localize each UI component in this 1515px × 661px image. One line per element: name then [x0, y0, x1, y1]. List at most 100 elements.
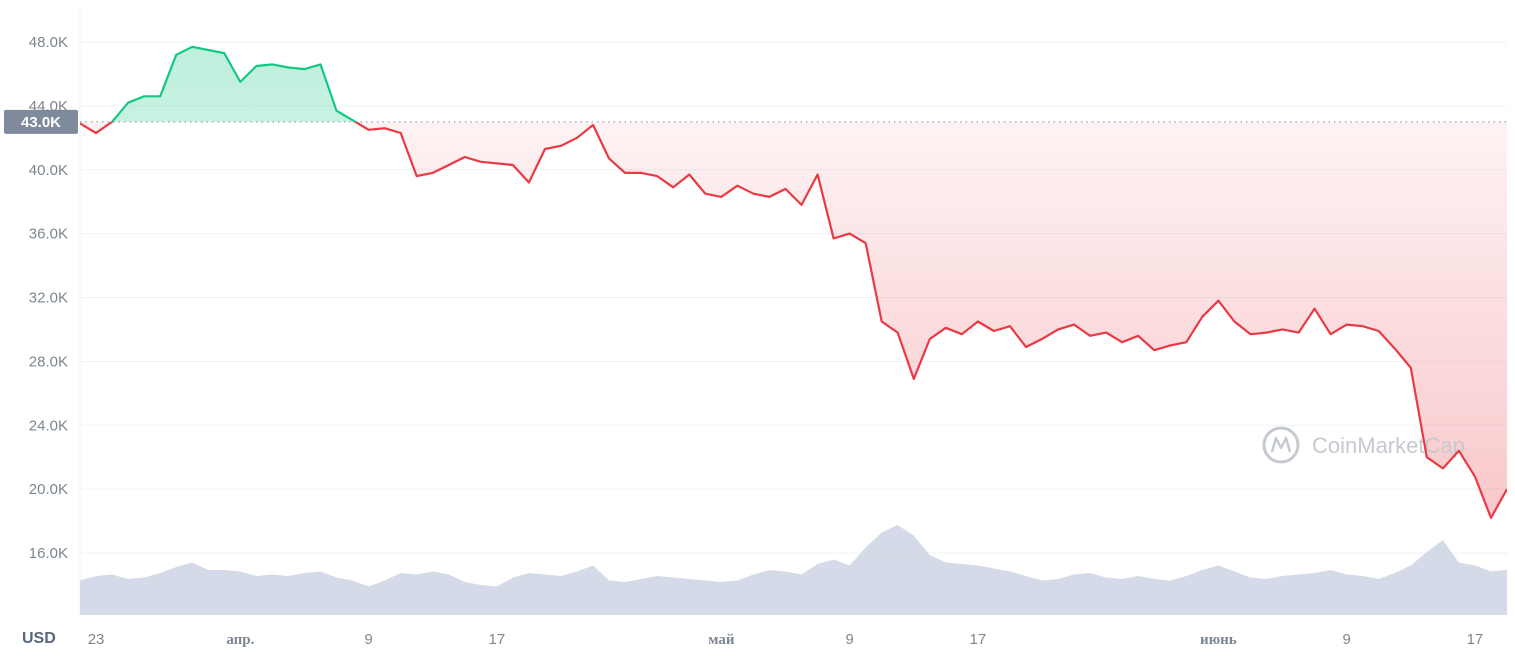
price-point[interactable] — [1392, 346, 1398, 352]
x-tick-label: 17 — [489, 631, 506, 648]
price-point[interactable] — [1231, 318, 1237, 324]
price-point[interactable] — [895, 330, 901, 336]
reference-badge — [4, 109, 78, 134]
coinmarketcap-logo-icon — [1262, 426, 1300, 464]
y-axis: 48.0K 44.0K 40.0K 36.0K 32.0K 28.0K 24.0K 20.0K… — [29, 34, 68, 562]
price-point[interactable] — [253, 63, 259, 69]
price-point[interactable] — [173, 52, 179, 58]
watermark-text: CoinMarketCap — [1312, 433, 1465, 458]
price-point[interactable] — [590, 122, 596, 128]
price-point[interactable] — [1424, 454, 1430, 460]
price-point[interactable] — [334, 108, 340, 114]
price-line-up[interactable] — [80, 45, 1507, 518]
line-layer[interactable] — [77, 44, 1510, 521]
price-point[interactable] — [927, 336, 933, 342]
price-point[interactable] — [526, 180, 532, 186]
price-point[interactable] — [799, 202, 805, 208]
price-point[interactable] — [558, 143, 564, 149]
price-point[interactable] — [1504, 486, 1510, 492]
price-point[interactable] — [1071, 322, 1077, 328]
price-point[interactable] — [1087, 333, 1093, 339]
price-point[interactable] — [702, 191, 708, 197]
price-point[interactable] — [462, 154, 468, 160]
price-point[interactable] — [1488, 515, 1494, 521]
price-point[interactable] — [1135, 333, 1141, 339]
price-point[interactable] — [221, 50, 227, 56]
price-point[interactable] — [574, 135, 580, 141]
price-line-down[interactable] — [80, 47, 1507, 519]
price-point[interactable] — [654, 173, 660, 179]
price-point[interactable] — [141, 93, 147, 99]
price-point[interactable] — [301, 66, 307, 72]
price-point[interactable] — [1328, 331, 1334, 337]
price-point[interactable] — [157, 93, 163, 99]
price-point[interactable] — [1247, 331, 1253, 337]
price-point[interactable] — [959, 331, 965, 337]
price-point[interactable] — [766, 194, 772, 200]
price-point[interactable] — [1408, 365, 1414, 371]
price-point[interactable] — [1312, 306, 1318, 312]
price-point[interactable] — [318, 61, 324, 67]
price-point[interactable] — [382, 125, 388, 131]
price-point[interactable] — [1151, 347, 1157, 353]
price-point[interactable] — [285, 65, 291, 71]
price-point[interactable] — [1055, 326, 1061, 332]
price-point[interactable] — [237, 79, 243, 85]
price-point[interactable] — [1360, 323, 1366, 329]
price-point[interactable] — [606, 156, 612, 162]
price-point[interactable] — [734, 183, 740, 189]
price-point[interactable] — [478, 159, 484, 165]
price-point[interactable] — [1119, 339, 1125, 345]
price-point[interactable] — [670, 184, 676, 190]
price-point[interactable] — [1199, 314, 1205, 320]
price-point[interactable] — [1472, 473, 1478, 479]
price-point[interactable] — [1296, 330, 1302, 336]
price-point[interactable] — [847, 231, 853, 237]
price-point[interactable] — [782, 186, 788, 192]
price-point[interactable] — [1023, 344, 1029, 350]
price-point[interactable] — [510, 162, 516, 168]
price-point[interactable] — [1215, 298, 1221, 304]
price-point[interactable] — [1007, 323, 1013, 329]
price-point[interactable] — [1183, 339, 1189, 345]
price-point[interactable] — [189, 44, 195, 50]
price-point[interactable] — [205, 47, 211, 53]
price-point[interactable] — [1376, 328, 1382, 334]
price-point[interactable] — [350, 117, 356, 123]
price-point[interactable] — [622, 170, 628, 176]
price-point[interactable] — [750, 191, 756, 197]
price-point[interactable] — [975, 318, 981, 324]
price-point[interactable] — [1440, 465, 1446, 471]
price-point[interactable] — [446, 162, 452, 168]
price-point[interactable] — [1263, 330, 1269, 336]
price-point[interactable] — [414, 173, 420, 179]
price-point[interactable] — [1039, 336, 1045, 342]
price-point[interactable] — [831, 235, 837, 241]
currency-label[interactable]: USD — [22, 630, 56, 647]
x-tick-label: 9 — [1342, 631, 1350, 648]
price-point[interactable] — [398, 130, 404, 136]
price-point[interactable] — [991, 328, 997, 334]
price-point[interactable] — [542, 146, 548, 152]
price-point[interactable] — [638, 170, 644, 176]
price-point[interactable] — [1280, 326, 1286, 332]
price-point[interactable] — [1344, 322, 1350, 328]
price-point[interactable] — [943, 325, 949, 331]
price-point[interactable] — [1167, 342, 1173, 348]
price-point[interactable] — [879, 318, 885, 324]
price-point[interactable] — [911, 376, 917, 382]
price-point[interactable] — [366, 127, 372, 133]
price-point[interactable] — [863, 240, 869, 246]
price-point[interactable] — [686, 172, 692, 178]
price-point[interactable] — [1103, 330, 1109, 336]
price-point[interactable] — [1456, 448, 1462, 454]
price-point[interactable] — [269, 61, 275, 67]
price-point[interactable] — [494, 160, 500, 166]
price-point[interactable] — [430, 170, 436, 176]
price-point[interactable] — [93, 130, 99, 136]
price-point[interactable] — [125, 100, 131, 106]
price-point[interactable] — [718, 194, 724, 200]
price-point[interactable] — [815, 172, 821, 178]
